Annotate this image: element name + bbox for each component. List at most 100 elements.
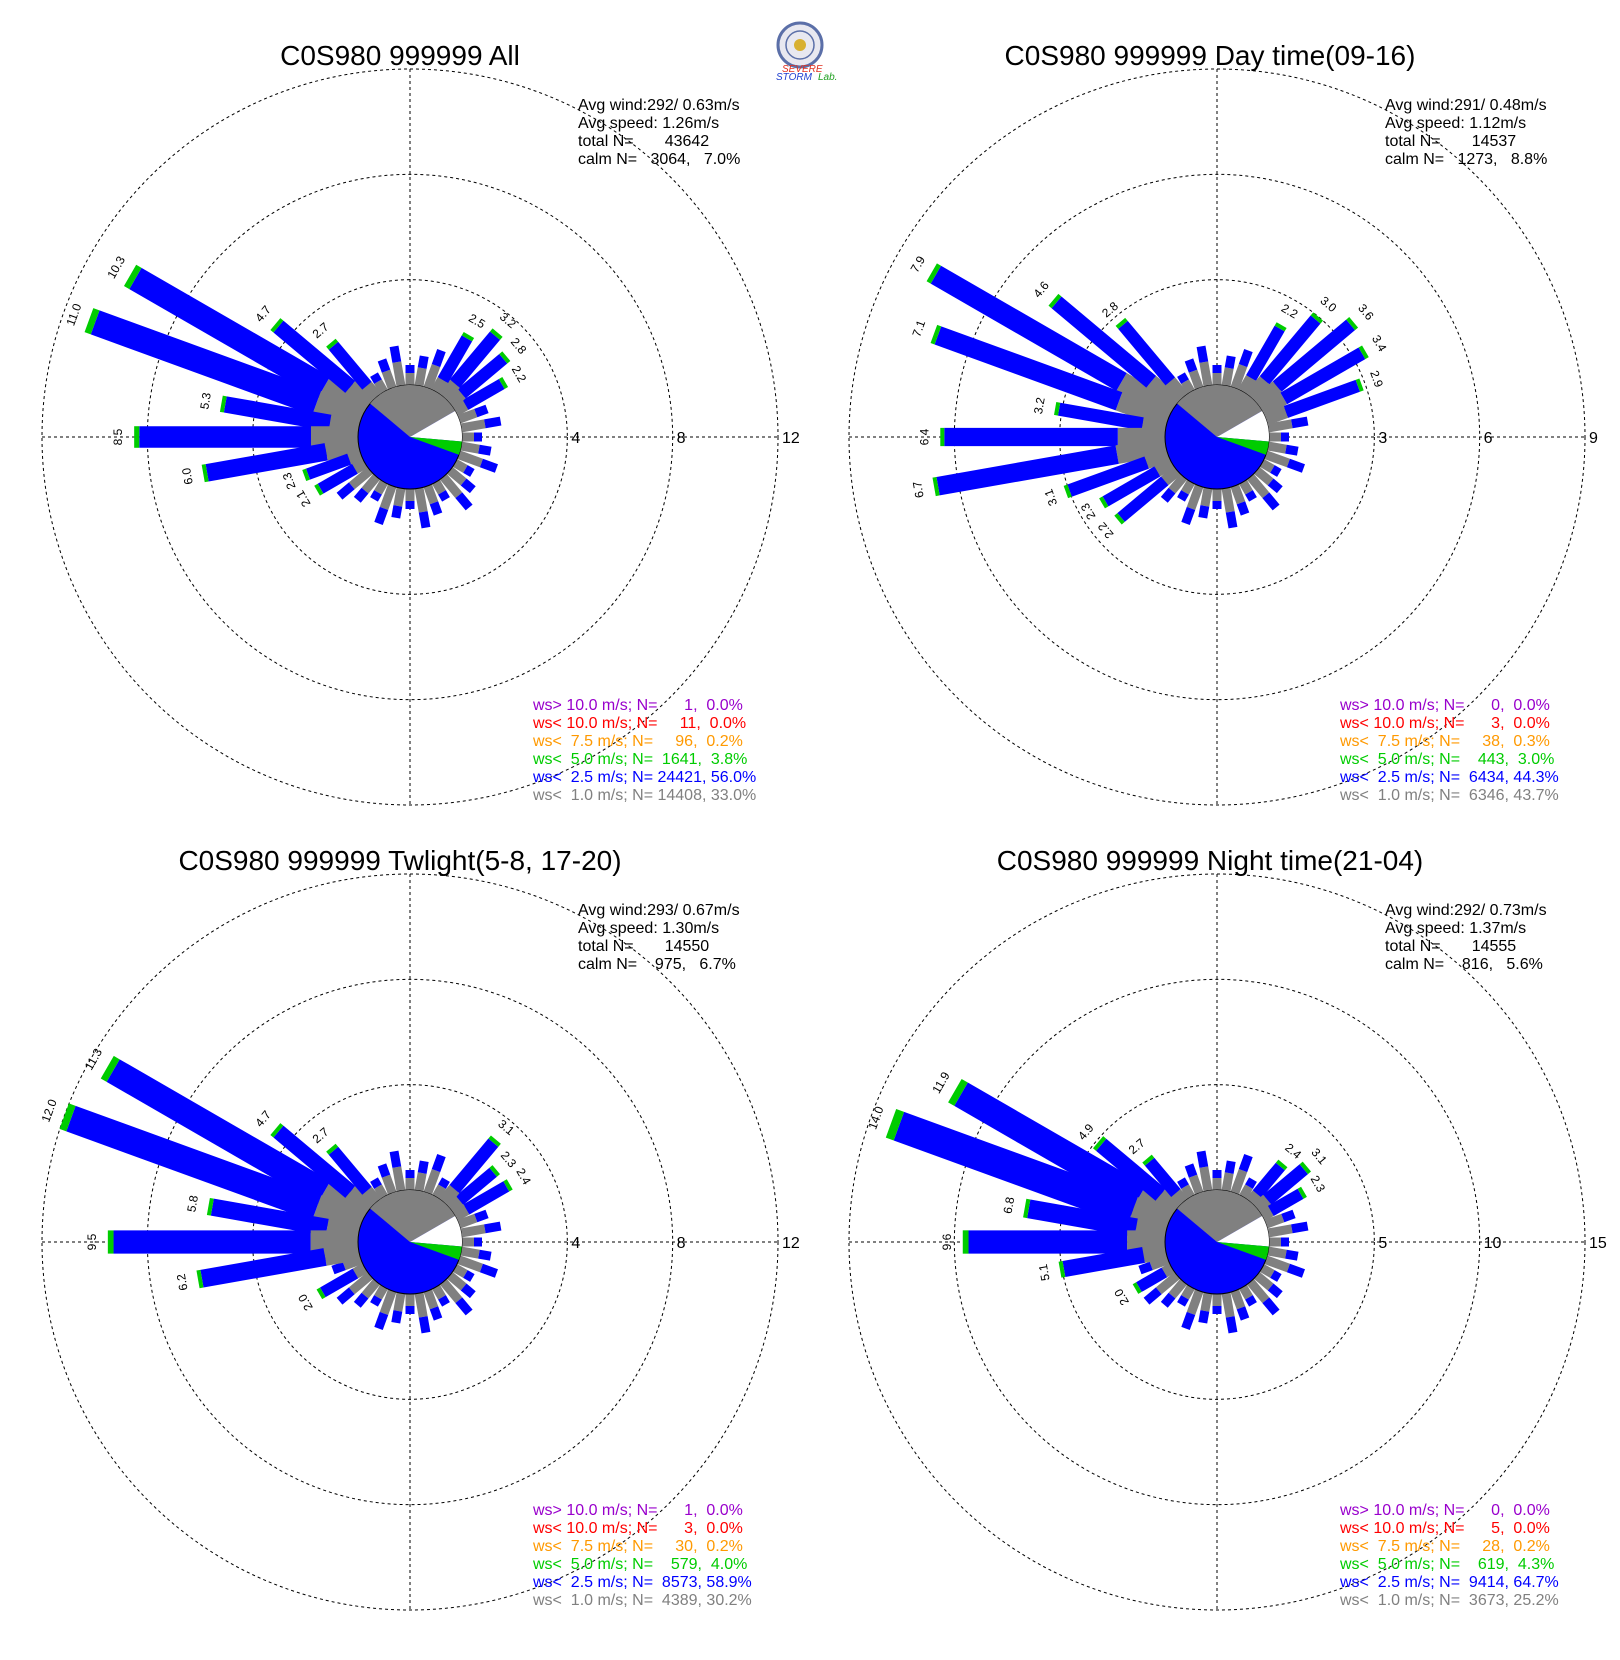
petal-blue bbox=[66, 1105, 322, 1221]
petal-green bbox=[498, 377, 509, 390]
petal-blue bbox=[1252, 1162, 1285, 1198]
petal-minor-gray bbox=[1181, 379, 1195, 395]
petal-minor-blue bbox=[478, 444, 492, 456]
ring-label: 10 bbox=[1484, 1235, 1502, 1252]
petal-minor-blue bbox=[389, 1150, 402, 1168]
petal-blue bbox=[1051, 296, 1157, 388]
wind-rose-panel-1: 4 8 122.22.83.22.510.311.0 4.72.75.38.56.0 2… bbox=[41, 40, 800, 806]
legend-entry: ws< 5.0 m/s; N= 1641, 3.8% bbox=[532, 751, 747, 768]
legend-entry: ws> 10.0 m/s; N= 1, 0.0% bbox=[532, 1502, 743, 1519]
petal-minor-gray bbox=[379, 484, 397, 510]
petal-gray bbox=[1258, 392, 1288, 417]
petal-gray bbox=[438, 1184, 460, 1207]
petal-blue bbox=[455, 1167, 497, 1205]
petal-green bbox=[1115, 317, 1128, 329]
grid-ring bbox=[41, 873, 779, 1611]
petal-minor-gray bbox=[1239, 479, 1253, 495]
petal-green bbox=[932, 476, 940, 497]
legend-entry: ws< 7.5 m/s; N= 28, 0.2% bbox=[1339, 1538, 1550, 1555]
petal-minor-blue bbox=[1196, 345, 1209, 363]
petal-gray bbox=[311, 1195, 366, 1237]
stat-line: total N= 14550 bbox=[578, 938, 709, 955]
petal-label: 3.0 bbox=[1318, 293, 1340, 315]
petal-minor-gray bbox=[1246, 473, 1270, 499]
petal-minor-blue bbox=[391, 1310, 403, 1324]
petal-green bbox=[1297, 1186, 1307, 1199]
petal-minor-blue bbox=[418, 1316, 431, 1334]
stat-line: calm N= 3064, 7.0% bbox=[578, 151, 740, 168]
petal-minor-gray bbox=[1230, 484, 1246, 505]
petal-minor-blue bbox=[1245, 1177, 1257, 1189]
petal-label: 2.7 bbox=[310, 320, 332, 342]
petal-minor-blue bbox=[1236, 501, 1250, 516]
petal-gray bbox=[1263, 405, 1289, 426]
petal-blue bbox=[462, 379, 505, 410]
ring-label: 12 bbox=[782, 1235, 800, 1252]
petal-minor-gray bbox=[1200, 487, 1213, 507]
petal-blue bbox=[223, 396, 332, 431]
petal-green bbox=[1355, 378, 1364, 392]
petal-minor-blue bbox=[1224, 1160, 1236, 1174]
petal-blue bbox=[954, 1082, 1146, 1209]
petal-minor-blue bbox=[1225, 1316, 1238, 1334]
petal-minor-gray bbox=[392, 361, 406, 387]
chart-title: C0S980 999999 Day time(09-16) bbox=[1005, 40, 1416, 71]
petal-minor-blue bbox=[1236, 1306, 1250, 1321]
chart-title: C0S980 999999 Night time(21-04) bbox=[997, 845, 1423, 876]
petal-minor-blue bbox=[374, 506, 389, 525]
petal-gray bbox=[352, 458, 368, 474]
petal-minor-blue bbox=[431, 349, 446, 368]
legend-entry: ws< 1.0 m/s; N= 14408, 33.0% bbox=[532, 787, 756, 804]
petal-blue bbox=[936, 445, 1119, 496]
petal-gray bbox=[1161, 466, 1181, 486]
petal-minor-gray bbox=[460, 1246, 480, 1259]
petal-minor-blue bbox=[455, 1297, 473, 1316]
petal-minor-gray bbox=[1230, 364, 1248, 390]
petal-gray bbox=[1161, 1263, 1175, 1278]
petal-green bbox=[948, 1078, 968, 1106]
petal-green bbox=[930, 324, 942, 345]
petal-label: 5.1 bbox=[1036, 1263, 1053, 1282]
petal-minor-blue bbox=[1181, 1311, 1196, 1330]
petal-minor-gray bbox=[1264, 1255, 1290, 1273]
petal-blue bbox=[457, 353, 508, 399]
chart-title: C0S980 999999 All bbox=[280, 40, 520, 71]
petal-label: 2.8 bbox=[1099, 299, 1121, 321]
stat-line: Avg wind:293/ 0.67m/s bbox=[578, 902, 740, 919]
grid-ring bbox=[848, 873, 1586, 1611]
petal-minor-blue bbox=[417, 1160, 429, 1174]
petal-minor-gray bbox=[1264, 450, 1290, 468]
petal-minor-gray bbox=[393, 487, 406, 507]
petal-label: 3.2 bbox=[497, 310, 519, 332]
petal-label: 2.3 bbox=[1078, 500, 1099, 522]
petal-blue bbox=[437, 335, 473, 383]
petal-label: 3.4 bbox=[1369, 333, 1390, 355]
petal-green bbox=[1274, 322, 1287, 332]
petal-blue bbox=[328, 341, 372, 390]
petal-minor-blue bbox=[1267, 478, 1283, 494]
petal-label: 6.4 bbox=[917, 428, 931, 445]
petal-gray bbox=[452, 399, 469, 416]
petal-minor-blue bbox=[389, 345, 402, 363]
petal-minor-blue bbox=[431, 1154, 446, 1173]
petal-label: 2.7 bbox=[310, 1125, 332, 1147]
petal-minor-blue bbox=[1143, 1287, 1162, 1305]
petal-minor-gray bbox=[423, 1169, 441, 1195]
petal-blue bbox=[273, 320, 356, 393]
logo-word-storm: STORM bbox=[776, 72, 813, 83]
grid-ring bbox=[848, 68, 1586, 806]
petal-minor-blue bbox=[1262, 1297, 1280, 1316]
petal-minor-gray bbox=[1267, 1246, 1287, 1259]
petal-gray bbox=[323, 1242, 361, 1266]
petal-blue bbox=[1102, 466, 1161, 507]
petal-minor-gray bbox=[381, 369, 397, 390]
petal-green bbox=[488, 1135, 501, 1147]
petal-green bbox=[489, 328, 503, 340]
petal-minor-gray bbox=[1221, 1292, 1235, 1318]
petal-minor-gray bbox=[342, 1255, 363, 1271]
petal-gray bbox=[1115, 392, 1172, 429]
petal-label: 7.1 bbox=[909, 318, 928, 339]
petal-minor-gray bbox=[348, 1271, 374, 1295]
petal-label: 2.9 bbox=[1367, 369, 1386, 390]
legend-entry: ws< 10.0 m/s; N= 3, 0.0% bbox=[532, 1520, 743, 1537]
